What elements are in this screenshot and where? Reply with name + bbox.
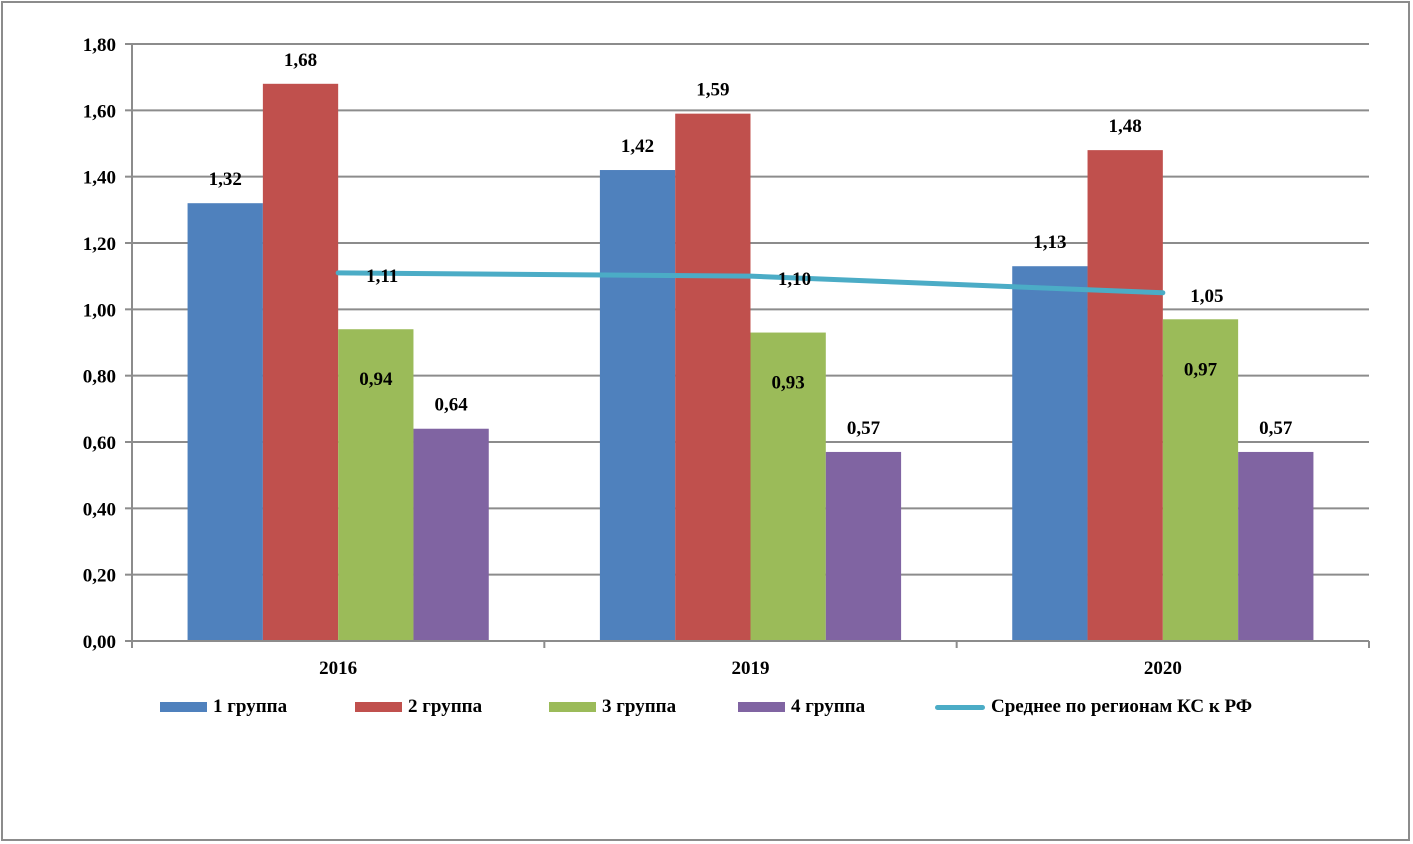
data-label: 1,42: [621, 136, 654, 157]
bar-3-группа-2019: [750, 332, 826, 641]
bar-3-группа-2020: [1162, 319, 1239, 641]
bar-4-группа-2019: [825, 451, 902, 641]
data-label: 0,97: [1184, 359, 1218, 380]
average-line: [335, 270, 1166, 296]
data-label: 1,32: [209, 169, 242, 190]
axes: 0,00 0,20 0,40 0,60 0,80 1,00 1,20 1,40 1,60 1,80…: [83, 35, 1370, 679]
x-tick-label: 2016: [319, 658, 357, 679]
data-label: 0,57: [847, 418, 881, 439]
bar-2-группа-2020: [1087, 150, 1163, 641]
legend-label-group-2: 2 группа: [408, 696, 483, 717]
legend-item-average: Среднее по регионам КС к РФ: [935, 692, 1252, 722]
data-label: 0,64: [434, 395, 468, 416]
legend-label-group-4: 4 группа: [791, 696, 866, 717]
x-tick-label: 2019: [732, 658, 770, 679]
data-label: 1,68: [284, 50, 317, 71]
y-tick-label: 0,20: [83, 566, 116, 587]
data-label-average: 1,11: [366, 266, 398, 287]
data-label: 0,57: [1259, 418, 1293, 439]
legend-item-group-2: 2 группа: [355, 692, 482, 722]
y-tick-label: 1,20: [83, 234, 116, 255]
data-label-average: 1,10: [778, 269, 811, 290]
y-tick-label: 1,40: [83, 168, 116, 189]
legend-label-group-3: 3 группа: [602, 696, 677, 717]
legend: 1 группа 2 группа 3 группа 4 группа Сред…: [0, 692, 1413, 722]
bar-4-группа-2020: [1238, 451, 1314, 641]
legend-line-average: [935, 704, 985, 710]
y-tick-label: 0,40: [83, 499, 116, 520]
bar-1-группа-2019: [599, 170, 676, 642]
bar-2-группа-2019: [675, 113, 751, 641]
bar-1-группа-2020: [1012, 266, 1088, 641]
data-label: 0,93: [772, 373, 805, 394]
data-label: 1,13: [1033, 232, 1066, 253]
legend-label-group-1: 1 группа: [213, 696, 288, 717]
data-label-average: 1,05: [1190, 286, 1223, 307]
bar-3-группа-2016: [338, 329, 414, 641]
y-tick-label: 1,00: [83, 300, 116, 321]
legend-swatch-group-4: [738, 702, 785, 712]
y-tick-label: 0,80: [83, 367, 116, 388]
data-label: 1,48: [1109, 116, 1142, 137]
bar-2-группа-2016: [262, 83, 339, 642]
legend-item-group-3: 3 группа: [549, 692, 676, 722]
bar-1-группа-2016: [187, 203, 263, 641]
bar-4-группа-2016: [413, 428, 489, 641]
legend-item-group-4: 4 группа: [738, 692, 865, 722]
legend-swatch-group-2: [355, 702, 402, 712]
data-label: 0,94: [359, 369, 393, 390]
y-tick-label: 1,80: [83, 35, 116, 56]
x-tick-label: 2020: [1144, 658, 1182, 679]
data-label: 1,59: [696, 80, 729, 101]
chart-plot: 0,00 0,20 0,40 0,60 0,80 1,00 1,20 1,40 1,60 1,80…: [83, 35, 1370, 679]
legend-swatch-group-3: [549, 702, 596, 712]
y-tick-label: 0,00: [83, 632, 116, 653]
legend-swatch-group-1: [160, 702, 207, 712]
legend-label-average: Среднее по регионам КС к РФ: [991, 696, 1253, 717]
y-tick-label: 1,60: [83, 101, 116, 122]
legend-item-group-1: 1 группа: [160, 692, 287, 722]
bars: [187, 83, 1314, 642]
y-tick-label: 0,60: [83, 433, 116, 454]
data-labels: 1,32 1,42 1,13 1,68 1,59 1,48 0,94 0,93 0,97 0,64…: [209, 50, 1293, 439]
